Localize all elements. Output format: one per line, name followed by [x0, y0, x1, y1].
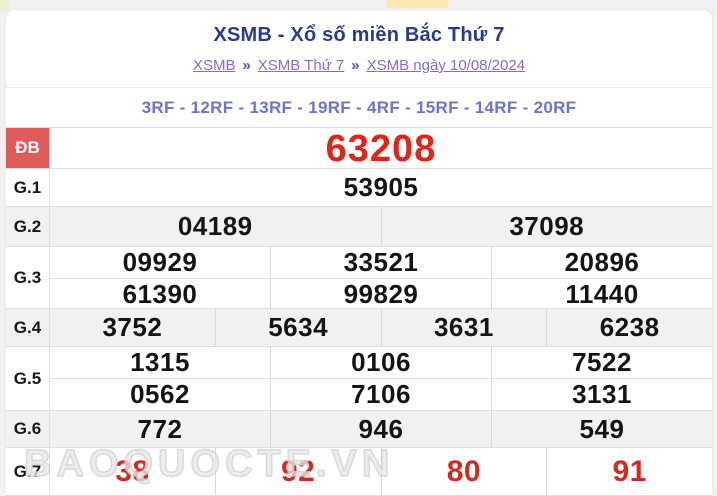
prize-value: 04189	[177, 211, 253, 241]
prize-value: 33521	[270, 247, 491, 278]
breadcrumb-separator: »	[351, 57, 360, 74]
prize-label: G.3	[6, 247, 50, 308]
prize-row: G.7 38 92 80 91	[6, 448, 712, 496]
results-card: XSMB - Xổ số miền Bắc Thứ 7 XSMB » XSMB Th…	[5, 9, 713, 496]
prize-value: 0562	[130, 379, 190, 409]
prize-label: G.4	[6, 309, 50, 346]
prize-value: 7106	[270, 379, 491, 410]
prize-value: 3631	[380, 309, 547, 346]
prize-line: 3752 5634 3631 6238	[50, 309, 712, 346]
prize-value: 549	[491, 411, 712, 447]
prize-value: 11440	[491, 279, 712, 310]
prize-value: 772	[137, 413, 183, 444]
prize-line: 04189 37098	[50, 207, 712, 246]
prize-values: 3752 5634 3631 6238	[50, 309, 712, 346]
lottery-codes-line: 3RF - 12RF - 13RF - 19RF - 4RF - 15RF - …	[6, 87, 712, 127]
breadcrumb-separator: »	[242, 57, 251, 74]
results-table: ĐB 63208 G.1 53905 G.2 04189 37098 G.3 09929 3352…	[6, 127, 712, 496]
prize-value: 5634	[214, 309, 381, 346]
breadcrumb-link[interactable]: XSMB Thứ 7	[257, 57, 345, 74]
prize-value: 38	[115, 454, 150, 488]
prize-row: G.6 772 946 549	[6, 411, 712, 448]
prize-line: 38 92 80 91	[50, 448, 712, 495]
prize-value: 63208	[325, 128, 437, 170]
prize-value: 91	[546, 448, 712, 495]
prize-value: 20896	[491, 247, 712, 278]
prize-value: 7522	[491, 347, 712, 378]
prize-values: 53905	[50, 169, 712, 206]
prize-line: 09929 33521 20896	[50, 247, 712, 278]
breadcrumb-link[interactable]: XSMB ngày 10/08/2024	[366, 57, 526, 74]
prize-label: G.1	[6, 169, 50, 206]
prize-value: 80	[380, 448, 547, 495]
page-background-artifact	[386, 0, 448, 8]
prize-line: 1315 0106 7522	[50, 347, 712, 378]
prize-label: ĐB	[6, 128, 50, 168]
prize-values: 1315 0106 7522 0562 7106 3131	[50, 347, 712, 410]
prize-values: 772 946 549	[50, 411, 712, 447]
prize-value: 3752	[102, 312, 163, 342]
prize-row: G.3 09929 33521 20896 61390 99829 11440	[6, 247, 712, 310]
prize-row: G.1 53905	[6, 169, 712, 207]
prize-label: G.6	[6, 411, 50, 447]
prize-row: G.4 3752 5634 3631 6238	[6, 309, 712, 347]
prize-values: 04189 37098	[50, 207, 712, 246]
prize-value: 946	[270, 411, 491, 447]
prize-row: G.2 04189 37098	[6, 207, 712, 247]
prize-line: 772 946 549	[50, 411, 712, 447]
prize-label: G.2	[6, 207, 50, 246]
prize-value: 61390	[122, 279, 198, 309]
prize-values: 09929 33521 20896 61390 99829 11440	[50, 247, 712, 310]
prize-label: G.7	[6, 448, 50, 495]
prize-line: 53905	[50, 169, 712, 206]
breadcrumb: XSMB » XSMB Thứ 7 » XSMB ngày 10/08/2024	[6, 57, 712, 87]
page-title: XSMB - Xổ số miền Bắc Thứ 7	[213, 24, 505, 46]
prize-value: 09929	[122, 247, 198, 277]
prize-line: 0562 7106 3131	[50, 378, 712, 410]
prize-value: 99829	[270, 279, 491, 310]
prize-value: 1315	[130, 347, 190, 377]
prize-value: 0106	[270, 347, 491, 378]
prize-value: 3131	[491, 379, 712, 410]
prize-values: 38 92 80 91	[50, 448, 712, 495]
page-background-artifact	[0, 0, 9, 11]
prize-row: G.5 1315 0106 7522 0562 7106 3131	[6, 347, 712, 411]
breadcrumb-link[interactable]: XSMB	[192, 57, 236, 74]
prize-value: 53905	[343, 172, 419, 202]
prize-value: 6238	[546, 309, 712, 346]
prize-value: 92	[214, 448, 381, 495]
prize-value: 37098	[380, 207, 713, 246]
prize-values: 63208	[50, 128, 712, 171]
prize-line: 61390 99829 11440	[50, 278, 712, 310]
prize-label: G.5	[6, 347, 50, 410]
prize-line: 63208	[50, 128, 712, 171]
prize-row: ĐB 63208	[6, 128, 712, 171]
results-header: XSMB - Xổ số miền Bắc Thứ 7 XSMB » XSMB Th…	[6, 10, 712, 87]
